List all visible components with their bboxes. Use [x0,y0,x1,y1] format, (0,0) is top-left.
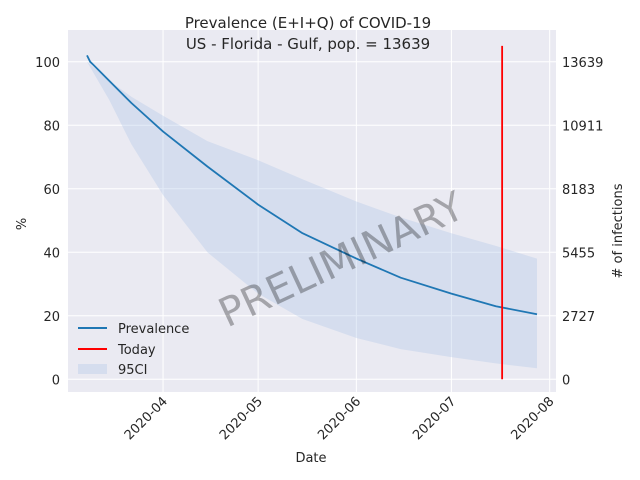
y-tick-label: 0 [52,373,60,388]
grid [68,30,556,392]
y2-tick-label: 8183 [562,183,595,198]
legend-label-prevalence: Prevalence [118,322,189,337]
y-tick-label: 80 [43,119,60,134]
chart-subtitle: US - Florida - Gulf, pop. = 13639 [186,35,430,53]
y-tick-label: 100 [35,56,60,71]
y2-tick-label: 10911 [562,119,603,134]
y2-tick-label: 5455 [562,246,595,261]
series-95ci-band [87,61,537,369]
y-axis-right-label: # of infections [611,183,626,278]
y2-tick-label: 2727 [562,310,595,325]
legend-label-today: Today [117,343,156,358]
chart-title: Prevalence (E+I+Q) of COVID-19 [185,14,431,32]
plot-area [68,30,556,392]
legend-label-95ci: 95CI [118,363,147,378]
legend: Prevalence Today 95CI [78,322,189,378]
y-tick-label: 20 [43,310,60,325]
series-prevalence-line [86,54,538,316]
y-tick-label: 40 [43,246,60,261]
confidence-band-layer [87,61,537,369]
y-axis-label: % [15,218,30,230]
x-axis-label: Date [295,451,326,466]
legend-swatch-95ci [78,364,107,374]
y2-tick-label: 13639 [562,56,603,71]
y-tick-label: 60 [43,183,60,198]
line-layer [86,45,538,380]
y2-tick-label: 0 [562,373,570,388]
